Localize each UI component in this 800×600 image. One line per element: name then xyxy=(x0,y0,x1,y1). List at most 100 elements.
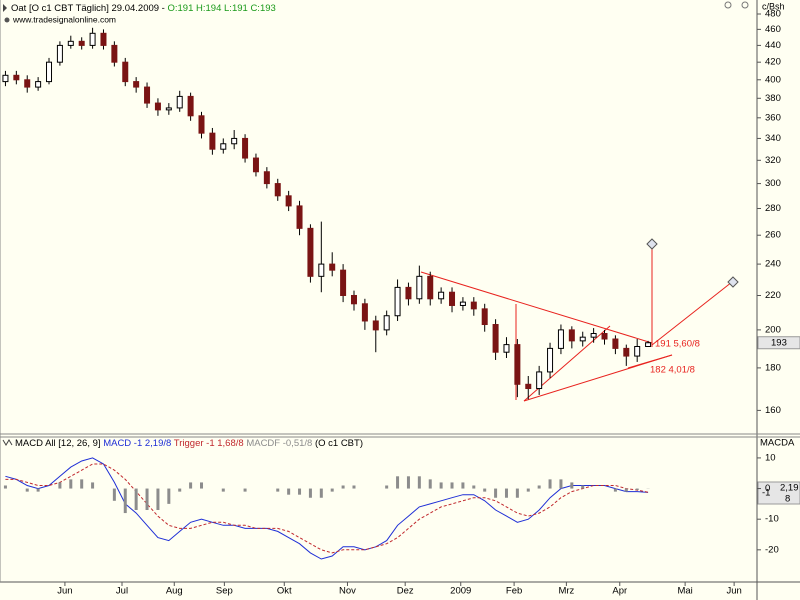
candle-body xyxy=(46,61,53,83)
candle-body xyxy=(481,308,488,326)
histogram-bar xyxy=(330,488,334,492)
macd-source: (O c1 CBT) xyxy=(315,438,363,449)
x-tick-label: Jun xyxy=(726,586,741,597)
candle-body xyxy=(263,171,270,185)
trendline xyxy=(420,271,653,344)
candle-body xyxy=(427,275,434,300)
candle-body xyxy=(35,81,42,88)
histogram-bar xyxy=(200,482,204,489)
candle-body xyxy=(361,303,368,322)
histogram-bar xyxy=(515,488,519,498)
y-tick-label: 260 xyxy=(765,230,781,241)
candle-body xyxy=(154,102,161,111)
histogram-bar xyxy=(483,488,487,492)
candle-body xyxy=(350,294,357,305)
histogram-bar xyxy=(428,479,432,489)
candle-body xyxy=(285,195,292,207)
y-tick-label: 460 xyxy=(765,24,781,35)
candle-body xyxy=(296,205,303,229)
candle-body xyxy=(601,333,608,340)
histogram-bar xyxy=(156,488,160,510)
histogram-bar xyxy=(276,488,280,492)
candle-body xyxy=(100,32,107,46)
title-main: Oat [O c1 CBT Täglich] 29.04.2009 - xyxy=(11,3,165,14)
candle-body xyxy=(133,81,140,88)
y-tick-label: 400 xyxy=(765,74,781,85)
value-tag-label: 2,19 xyxy=(780,483,799,494)
candle-body xyxy=(459,301,466,306)
x-tick-label: Feb xyxy=(506,586,522,597)
histogram-bar xyxy=(396,476,400,489)
x-tick-label: Mrz xyxy=(558,586,574,597)
annotation: 182 4,01/8 xyxy=(650,365,695,376)
candle-body xyxy=(2,74,9,83)
candle-body xyxy=(78,40,85,46)
histogram-bar xyxy=(178,488,182,492)
handle[interactable] xyxy=(646,238,658,250)
candle-body xyxy=(198,115,205,134)
candle-body xyxy=(67,40,74,46)
trendline xyxy=(627,354,673,369)
y-tick-label: 0 xyxy=(765,483,770,494)
series-line xyxy=(5,457,649,560)
candle-body xyxy=(144,86,151,104)
y-tick-label: 420 xyxy=(765,57,781,68)
y-tick-label: 360 xyxy=(765,112,781,123)
histogram-bar xyxy=(461,482,465,489)
histogram-bar xyxy=(581,485,585,489)
candle-body xyxy=(590,333,597,338)
histogram-bar xyxy=(36,488,40,492)
candle-body xyxy=(220,143,227,150)
x-tick-label: 2009 xyxy=(450,586,471,597)
candle-body xyxy=(122,61,129,83)
histogram-bar xyxy=(352,485,356,489)
candle-body xyxy=(514,344,521,385)
histogram-bar xyxy=(559,479,563,489)
histogram-bar xyxy=(167,488,171,504)
handle[interactable] xyxy=(727,276,739,288)
macd-title-main: MACD All [12, 26, 9] xyxy=(15,438,101,449)
x-tick-label: Jul xyxy=(116,586,128,597)
candle-body xyxy=(318,263,325,277)
legend-entry: Trigger -1 1,68/8 xyxy=(174,438,244,449)
price-title: Oat [O c1 CBT Täglich] 29.04.2009 - O:19… xyxy=(11,3,276,14)
window-button[interactable] xyxy=(741,1,749,9)
y-tick-label: 280 xyxy=(765,203,781,214)
x-tick-label: Jun xyxy=(57,586,72,597)
histogram-bar xyxy=(298,488,302,495)
histogram-bar xyxy=(308,488,312,498)
histogram-bar xyxy=(526,488,530,492)
value-tag xyxy=(757,481,800,505)
panel-icon xyxy=(3,4,7,12)
histogram-bar xyxy=(417,476,421,489)
histogram-bar xyxy=(221,488,225,492)
histogram-bar xyxy=(570,482,574,489)
window-button[interactable] xyxy=(724,1,732,9)
histogram-bar xyxy=(58,482,62,489)
candle-body xyxy=(547,347,554,373)
histogram-bar xyxy=(112,488,116,501)
candle-body xyxy=(525,383,532,390)
histogram-bar xyxy=(123,488,127,514)
panel-icon xyxy=(2,439,13,446)
candle-body xyxy=(340,269,347,296)
source: www.tradesignalonline.com xyxy=(12,14,116,24)
y-tick-label: 440 xyxy=(765,40,781,51)
y-tick-label: 380 xyxy=(765,93,781,104)
histogram-bar xyxy=(548,479,552,489)
price-tag-label: 193 xyxy=(771,337,787,348)
y-unit: c/Bsh xyxy=(762,1,785,11)
x-tick-label: Nov xyxy=(339,586,356,597)
x-tick-label: Mai xyxy=(677,586,692,597)
candle-body xyxy=(536,371,543,390)
annotation: 191 5,60/8 xyxy=(655,339,700,350)
candle-body xyxy=(89,32,96,46)
candle-body xyxy=(449,291,456,306)
y-tick-label: 160 xyxy=(765,405,781,416)
source-icon xyxy=(4,17,10,23)
y-tick-label: 320 xyxy=(765,155,781,166)
x-tick-label: Aug xyxy=(166,586,183,597)
histogram-bar xyxy=(80,479,84,489)
candle-body xyxy=(416,275,423,300)
ohlc-label: L:191 xyxy=(224,3,248,14)
